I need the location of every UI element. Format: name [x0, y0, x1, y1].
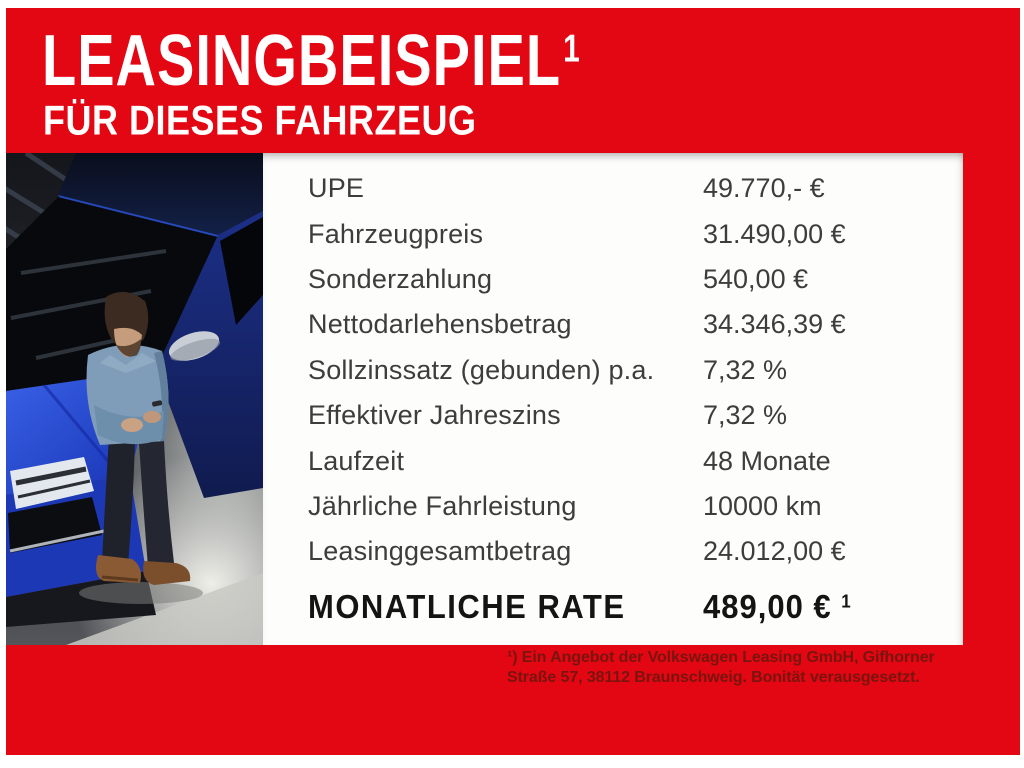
content-area: UPE 49.770,- € Fahrzeugpreis 31.490,00 € Son…: [6, 153, 963, 645]
row-value: 34.346,39 €: [703, 309, 846, 340]
leasing-table-row: Sonderzahlung 540,00 €: [308, 257, 948, 302]
row-value: 24.012,00 €: [703, 536, 846, 567]
row-value: 31.490,00 €: [703, 218, 846, 249]
footnote: ¹) Ein Angebot der Volkswagen Leasing Gm…: [507, 648, 935, 688]
row-label: Sonderzahlung: [308, 263, 493, 294]
monthly-rate-footnote-marker: 1: [841, 591, 852, 612]
monthly-rate-value: 489,00 € 1: [703, 588, 852, 627]
row-value: 540,00 €: [703, 263, 809, 294]
row-value: 7,32 %: [703, 400, 788, 431]
row-label: Effektiver Jahreszins: [308, 400, 561, 431]
monthly-rate-row: MONATLICHE RATE 489,00 € 1: [308, 586, 948, 626]
row-value: 10000 km: [703, 490, 822, 521]
vehicle-photo-illustration: [6, 153, 263, 645]
leasing-table-row: Jährliche Fahrleistung 10000 km: [308, 484, 948, 529]
row-label: Nettodarlehensbetrag: [308, 309, 572, 340]
row-label: Fahrzeugpreis: [308, 218, 484, 249]
red-banner-background: LEASINGBEISPIEL1 FÜR DIESES FAHRZEUG: [6, 8, 1020, 755]
leasing-table-row: Nettodarlehensbetrag 34.346,39 €: [308, 302, 948, 347]
page-title-footnote-marker: 1: [563, 27, 581, 71]
footnote-line-1: ¹) Ein Angebot der Volkswagen Leasing Gm…: [507, 649, 935, 666]
row-value: 48 Monate: [703, 445, 831, 476]
row-label: UPE: [308, 173, 365, 204]
leasing-table-row: Laufzeit 48 Monate: [308, 438, 948, 483]
page-title: LEASINGBEISPIEL1: [42, 23, 581, 97]
vehicle-photo: [6, 153, 263, 645]
leasing-table: UPE 49.770,- € Fahrzeugpreis 31.490,00 € Son…: [308, 166, 948, 575]
leasing-table-row: Sollzinssatz (gebunden) p.a. 7,32 %: [308, 348, 948, 393]
row-label: Sollzinssatz (gebunden) p.a.: [308, 354, 655, 385]
row-value: 49.770,- €: [703, 173, 825, 204]
monthly-rate-label: MONATLICHE RATE: [308, 588, 626, 626]
leasing-table-row: Leasinggesamtbetrag 24.012,00 €: [308, 529, 948, 574]
page-subtitle: FÜR DIESES FAHRZEUG: [43, 96, 477, 144]
footnote-line-2: Straße 57, 38112 Braunschweig. Bonität v…: [507, 669, 920, 686]
row-value: 7,32 %: [703, 354, 788, 385]
leasing-table-row: Fahrzeugpreis 31.490,00 €: [308, 211, 948, 256]
leasing-panel: UPE 49.770,- € Fahrzeugpreis 31.490,00 € Son…: [263, 153, 963, 645]
leasing-table-row: Effektiver Jahreszins 7,32 %: [308, 393, 948, 438]
monthly-rate-amount: 489,00 €: [703, 588, 832, 626]
row-label: Jährliche Fahrleistung: [308, 490, 577, 521]
page-title-text: LEASINGBEISPIEL: [42, 18, 562, 101]
leasing-table-row: UPE 49.770,- €: [308, 166, 948, 211]
row-label: Laufzeit: [308, 445, 405, 476]
row-label: Leasinggesamtbetrag: [308, 536, 572, 567]
